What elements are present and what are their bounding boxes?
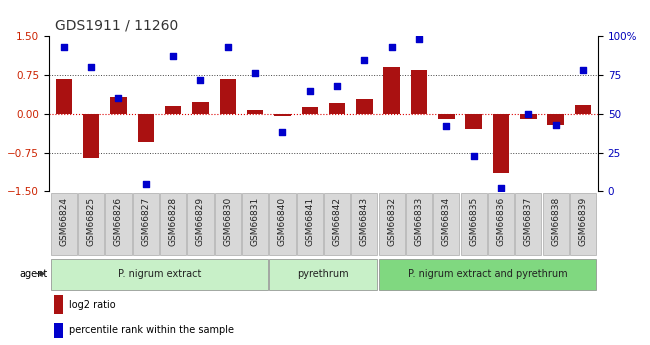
- Text: GSM66824: GSM66824: [59, 197, 68, 246]
- Text: GSM66840: GSM66840: [278, 197, 287, 246]
- Text: P. nigrum extract: P. nigrum extract: [118, 269, 201, 278]
- Bar: [54, 323, 63, 337]
- FancyBboxPatch shape: [378, 259, 596, 290]
- Point: [140, 181, 151, 186]
- Bar: [438, 114, 454, 119]
- Point: [359, 57, 370, 62]
- FancyBboxPatch shape: [433, 194, 460, 255]
- Text: GSM66836: GSM66836: [497, 197, 506, 246]
- FancyBboxPatch shape: [269, 259, 378, 290]
- Bar: [111, 97, 127, 114]
- Bar: [465, 114, 482, 129]
- Bar: [138, 114, 154, 142]
- FancyBboxPatch shape: [351, 194, 378, 255]
- Text: GSM66827: GSM66827: [141, 197, 150, 246]
- Bar: [56, 79, 72, 114]
- Text: GSM66835: GSM66835: [469, 197, 478, 246]
- Point: [304, 88, 315, 93]
- Point: [523, 111, 534, 117]
- Text: log2 ratio: log2 ratio: [68, 299, 115, 309]
- FancyBboxPatch shape: [296, 194, 323, 255]
- FancyBboxPatch shape: [570, 194, 596, 255]
- Point: [222, 44, 233, 50]
- FancyBboxPatch shape: [378, 194, 405, 255]
- Point: [250, 71, 260, 76]
- FancyBboxPatch shape: [242, 194, 268, 255]
- Point: [414, 37, 424, 42]
- Text: GSM66830: GSM66830: [223, 197, 232, 246]
- FancyBboxPatch shape: [160, 194, 186, 255]
- FancyBboxPatch shape: [515, 194, 541, 255]
- Point: [469, 153, 479, 158]
- Text: GSM66842: GSM66842: [333, 197, 341, 246]
- Bar: [356, 99, 372, 114]
- Text: GSM66829: GSM66829: [196, 197, 205, 246]
- Text: GSM66825: GSM66825: [86, 197, 96, 246]
- Point: [277, 130, 287, 135]
- Text: GSM66838: GSM66838: [551, 197, 560, 246]
- Text: GSM66831: GSM66831: [250, 197, 259, 246]
- Bar: [411, 70, 427, 114]
- Bar: [384, 67, 400, 114]
- Text: GSM66834: GSM66834: [442, 197, 451, 246]
- Point: [496, 186, 506, 191]
- FancyBboxPatch shape: [78, 194, 104, 255]
- Text: pyrethrum: pyrethrum: [298, 269, 349, 278]
- Bar: [247, 110, 263, 114]
- FancyBboxPatch shape: [543, 194, 569, 255]
- Point: [113, 96, 124, 101]
- Point: [551, 122, 561, 127]
- Text: GSM66841: GSM66841: [306, 197, 314, 246]
- Text: GSM66833: GSM66833: [415, 197, 424, 246]
- Bar: [329, 104, 345, 114]
- FancyBboxPatch shape: [51, 259, 268, 290]
- Point: [195, 77, 205, 82]
- Point: [86, 65, 96, 70]
- Text: GSM66832: GSM66832: [387, 197, 396, 246]
- Point: [168, 53, 178, 59]
- Point: [441, 124, 452, 129]
- Point: [58, 44, 69, 50]
- Bar: [547, 114, 564, 125]
- Text: GSM66839: GSM66839: [578, 197, 588, 246]
- FancyBboxPatch shape: [214, 194, 241, 255]
- FancyBboxPatch shape: [105, 194, 131, 255]
- FancyBboxPatch shape: [406, 194, 432, 255]
- FancyBboxPatch shape: [187, 194, 213, 255]
- FancyBboxPatch shape: [269, 194, 296, 255]
- Text: GDS1911 / 11260: GDS1911 / 11260: [55, 19, 179, 33]
- FancyBboxPatch shape: [324, 194, 350, 255]
- FancyBboxPatch shape: [133, 194, 159, 255]
- Text: P. nigrum extract and pyrethrum: P. nigrum extract and pyrethrum: [408, 269, 567, 278]
- Bar: [54, 295, 63, 314]
- Bar: [220, 79, 236, 114]
- Text: percentile rank within the sample: percentile rank within the sample: [68, 325, 233, 335]
- Bar: [192, 102, 209, 114]
- Text: GSM66843: GSM66843: [360, 197, 369, 246]
- Bar: [575, 105, 591, 114]
- Text: GSM66828: GSM66828: [168, 197, 177, 246]
- Point: [578, 68, 588, 73]
- Bar: [493, 114, 509, 173]
- Bar: [165, 106, 181, 114]
- Text: GSM66837: GSM66837: [524, 197, 533, 246]
- Bar: [302, 107, 318, 114]
- Point: [332, 83, 343, 89]
- FancyBboxPatch shape: [51, 194, 77, 255]
- FancyBboxPatch shape: [488, 194, 514, 255]
- Text: GSM66826: GSM66826: [114, 197, 123, 246]
- Bar: [274, 114, 291, 116]
- Bar: [520, 114, 536, 119]
- Point: [387, 44, 397, 50]
- Text: agent: agent: [20, 269, 48, 278]
- Bar: [83, 114, 99, 158]
- FancyBboxPatch shape: [461, 194, 487, 255]
